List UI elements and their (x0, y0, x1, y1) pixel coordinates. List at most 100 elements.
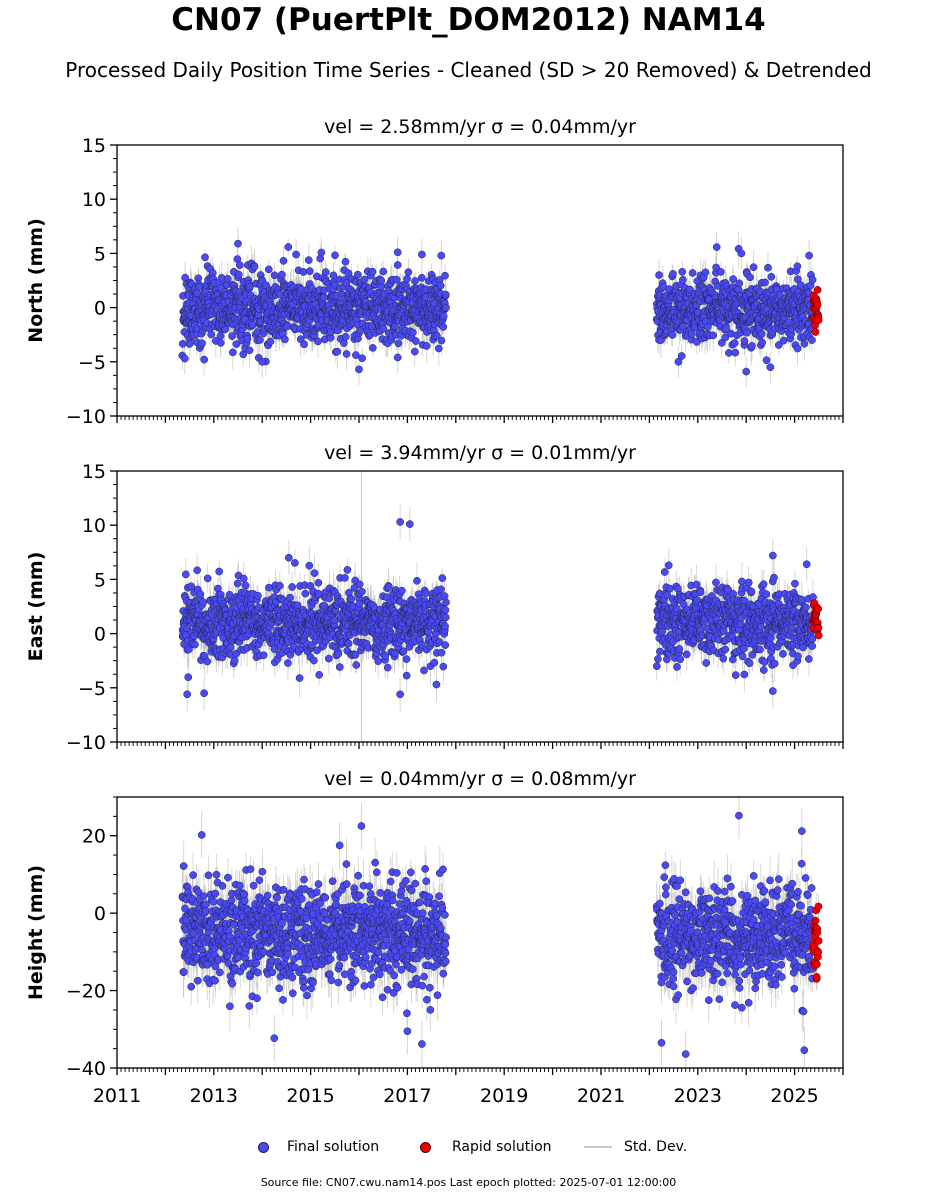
final-point (796, 281, 805, 290)
final-point (379, 324, 388, 333)
y-tick-label: 5 (94, 243, 106, 265)
final-point (356, 326, 364, 335)
final-point (774, 341, 783, 349)
rapid-point (811, 328, 820, 336)
final-point (379, 267, 388, 276)
final-point (408, 328, 417, 337)
rapid-point (813, 286, 822, 294)
final-point (234, 239, 242, 248)
final-point (341, 332, 350, 341)
final-point (722, 325, 730, 333)
final-point (668, 331, 677, 339)
final-point (393, 261, 402, 269)
final-point (793, 262, 802, 271)
final-point (729, 275, 738, 283)
final-point (411, 277, 419, 285)
final-point (185, 340, 194, 348)
final-point (342, 350, 351, 358)
final-point (228, 348, 237, 357)
final-point (200, 355, 208, 364)
final-point (762, 356, 771, 365)
final-point (422, 342, 431, 350)
final-point (688, 269, 697, 277)
final-point (392, 275, 401, 284)
final-point (721, 333, 730, 342)
panel-north: −10 −5 0 5 10 15 vel = 2.58mm/yr σ = 0.04mm/yr… (25, 116, 844, 428)
final-point (235, 261, 244, 269)
final-point (779, 336, 788, 345)
final-point (749, 263, 758, 272)
final-point (767, 272, 776, 281)
final-point (246, 282, 254, 291)
final-point (766, 363, 775, 372)
final-point (442, 303, 450, 312)
final-point (223, 275, 232, 283)
final-point (377, 276, 386, 285)
final-point (255, 336, 264, 344)
final-point (283, 322, 292, 331)
final-point (201, 253, 209, 262)
final-point (216, 332, 225, 340)
final-point (292, 250, 300, 259)
final-point (439, 323, 448, 331)
final-point (735, 279, 744, 288)
final-point (441, 290, 450, 299)
final-point (304, 256, 313, 264)
final-point (279, 256, 288, 265)
y-axis-label: North (mm) (25, 218, 47, 343)
final-point (793, 344, 802, 353)
final-point (761, 278, 769, 287)
final-point (341, 257, 350, 266)
final-point (403, 274, 411, 283)
final-point (368, 267, 377, 276)
final-point (432, 331, 441, 340)
final-point (775, 290, 784, 299)
final-point (712, 243, 721, 251)
final-point (281, 335, 289, 344)
panel-title: vel = 2.58mm/yr σ = 0.04mm/yr (324, 116, 636, 138)
final-point (412, 337, 420, 345)
y-tick-label: 0 (94, 298, 106, 320)
final-point (300, 340, 308, 349)
final-point (352, 351, 360, 359)
final-point (360, 275, 369, 284)
final-point (178, 339, 187, 348)
x-axis-north (116, 416, 844, 423)
final-point (437, 336, 446, 345)
final-point (737, 249, 746, 258)
final-point (712, 263, 720, 272)
final-point (207, 330, 216, 339)
final-point (748, 342, 756, 350)
final-point (743, 328, 751, 337)
final-point (284, 243, 293, 251)
final-point (321, 268, 330, 276)
final-point (393, 353, 402, 362)
final-point (358, 354, 366, 363)
final-point (329, 271, 338, 280)
final-point (277, 270, 286, 279)
final-point (417, 273, 426, 282)
final-point (688, 329, 696, 338)
final-point (228, 332, 236, 340)
final-point (333, 347, 342, 356)
final-point (757, 330, 766, 338)
final-point (317, 248, 326, 257)
figure-title: CN07 (PuertPlt_DOM2012) NAM14 (171, 2, 766, 38)
final-point (800, 339, 809, 348)
final-point (264, 265, 273, 274)
final-point (740, 337, 749, 345)
final-point (314, 337, 322, 346)
final-point (439, 312, 448, 321)
final-point (250, 262, 259, 271)
final-point (436, 281, 445, 290)
final-point (245, 346, 254, 355)
final-point (678, 267, 687, 276)
points-north (178, 239, 823, 376)
y-axis-north: −10 −5 0 5 10 15 (66, 135, 117, 428)
final-point (410, 347, 419, 356)
final-point (216, 339, 225, 347)
final-point (679, 275, 687, 284)
final-point (319, 293, 328, 302)
